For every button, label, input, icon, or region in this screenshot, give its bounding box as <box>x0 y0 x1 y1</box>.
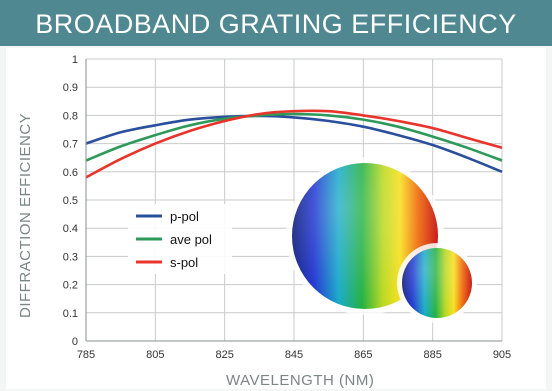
chart-title: BROADBAND GRATING EFFICIENCY <box>35 9 517 39</box>
legend-label-ave-pol: ave pol <box>170 232 212 247</box>
x-tick-label: 885 <box>423 349 441 361</box>
y-tick-label: 0.7 <box>63 139 78 151</box>
y-tick-label: 0.5 <box>63 195 78 207</box>
series-line-ave-pol <box>85 112 503 162</box>
x-tick-label: 825 <box>215 349 233 361</box>
y-tick-label: 0.4 <box>63 223 78 235</box>
y-tick-label: 0 <box>72 336 78 348</box>
x-tick-label: 845 <box>285 349 303 361</box>
x-tick-label: 905 <box>493 349 511 361</box>
legend-label-s-pol: s-pol <box>170 255 198 270</box>
series-line-p-pol <box>85 114 503 174</box>
y-tick-label: 0.8 <box>63 110 78 122</box>
series-lines <box>85 109 503 179</box>
y-tick-label: 0.6 <box>63 167 78 179</box>
y-tick-label: 0.9 <box>63 82 78 94</box>
x-axis-label: WAVELENGTH (NM) <box>226 372 374 389</box>
y-tick-label: 0.1 <box>63 308 78 320</box>
y-tick-label: 1 <box>72 54 78 66</box>
series-line-s-pol <box>85 109 503 179</box>
x-tick-label: 785 <box>77 349 95 361</box>
header-bar: BROADBAND GRATING EFFICIENCY <box>0 0 552 46</box>
x-tick-label: 805 <box>146 349 164 361</box>
plot-background <box>6 48 546 389</box>
legend-label-p-pol: p-pol <box>170 209 199 224</box>
small-grating-image <box>397 243 477 323</box>
axes: 0 0.1 0.2 0.3 0.4 0.5 0.6 0.7 0.8 0.9 1 785 805 825 84… <box>63 54 511 361</box>
y-tick-label: 0.2 <box>63 280 78 292</box>
y-axis-label: DIFFRACTION EFFICIENCY <box>17 113 34 318</box>
x-tick-label: 865 <box>354 349 372 361</box>
legend: p-pol ave pol s-pol <box>128 204 232 274</box>
y-tick-label: 0.3 <box>63 251 78 263</box>
